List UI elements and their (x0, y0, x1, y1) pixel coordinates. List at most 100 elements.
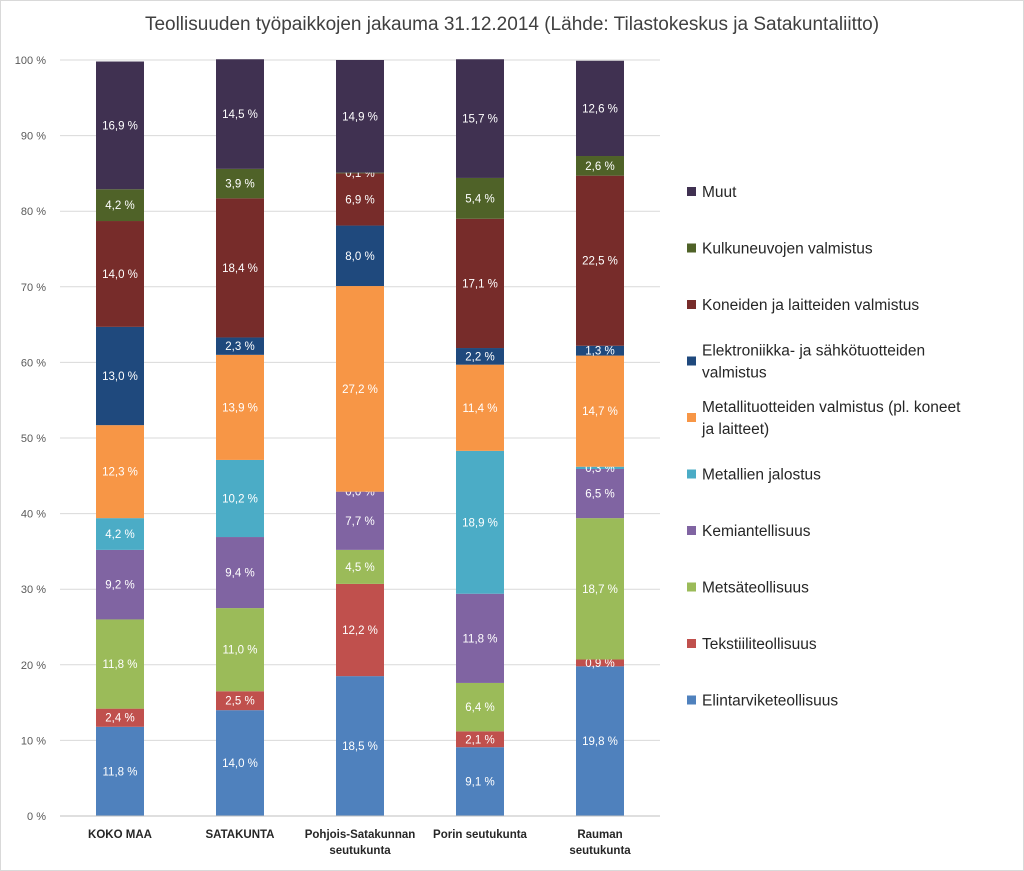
legend-label: Elektroniikka- ja sähkötuotteiden (702, 343, 925, 360)
bar-segment (216, 537, 264, 609)
legend-label: valmistus (702, 365, 767, 382)
data-label: 15,7 % (462, 114, 498, 126)
data-label: 5,4 % (465, 193, 494, 205)
data-label: 0,9 % (585, 658, 614, 670)
bar-segment (456, 364, 504, 451)
bar-segment (336, 286, 384, 492)
data-label: 2,4 % (105, 713, 134, 725)
data-label: 11,8 % (103, 659, 138, 671)
legend-swatch (687, 639, 696, 648)
data-label: 18,4 % (222, 263, 258, 275)
bar-segment (576, 355, 624, 467)
data-label: 13,0 % (102, 371, 138, 383)
data-label: 7,7 % (345, 516, 374, 528)
bar-segment (96, 221, 144, 327)
bar-segment (576, 518, 624, 660)
bar-segment (336, 549, 384, 584)
category-label: Pohjois-Satakunnan (305, 829, 416, 841)
data-label: 12,2 % (342, 625, 378, 637)
y-tick-label: 0 % (27, 811, 46, 823)
data-label: 2,2 % (465, 351, 494, 363)
legend-swatch (687, 300, 696, 309)
data-label: 6,9 % (345, 194, 374, 206)
data-label: 18,5 % (342, 741, 378, 753)
bar-segment (216, 337, 264, 355)
data-label: 3,9 % (225, 179, 254, 191)
bar-segment (576, 466, 624, 469)
legend-swatch (687, 187, 696, 196)
y-tick-label: 20 % (21, 660, 46, 672)
bar-segment (576, 156, 624, 176)
data-label: 11,4 % (463, 403, 498, 415)
bar-segment (96, 425, 144, 519)
bar-segment (96, 326, 144, 426)
bar-segment (216, 459, 264, 538)
bar-segment (336, 60, 384, 173)
y-tick-label: 80 % (21, 206, 46, 218)
bar-segment (456, 682, 504, 732)
legend-swatch (687, 413, 696, 422)
bar-segment (96, 708, 144, 727)
category-label: seutukunta (329, 845, 391, 857)
y-tick-label: 60 % (21, 357, 46, 369)
bar-segment (456, 177, 504, 219)
bar-segment (216, 168, 264, 199)
bar-segment (576, 666, 624, 816)
legend-label: Muut (702, 184, 737, 201)
legend-swatch (687, 469, 696, 479)
data-label: 14,9 % (342, 111, 378, 123)
bar-segment (96, 518, 144, 550)
data-label: 14,5 % (222, 109, 258, 121)
data-label: 2,3 % (225, 341, 254, 353)
y-tick-label: 50 % (21, 433, 46, 445)
data-label: 17,1 % (462, 278, 498, 290)
bar-segment (216, 354, 264, 460)
data-label: 14,7 % (582, 406, 618, 418)
data-label: 4,5 % (345, 562, 374, 574)
bar-segment (336, 491, 384, 550)
bar-segment (456, 348, 504, 365)
bar-segment (456, 731, 504, 748)
data-label: 6,4 % (465, 702, 494, 714)
y-tick-label: 90 % (21, 131, 46, 143)
bar-segment (96, 189, 144, 222)
bar-segment (96, 619, 144, 709)
bar-segment (456, 450, 504, 594)
bar-segment (216, 608, 264, 692)
data-label: 22,5 % (582, 256, 618, 268)
legend-swatch (687, 582, 696, 592)
data-label: 11,8 % (103, 766, 138, 778)
legend-label: Tekstiiliteollisuus (702, 636, 817, 653)
bar-segment (576, 659, 624, 667)
bar-segment (576, 468, 624, 519)
data-label: 12,3 % (102, 467, 138, 479)
category-label: SATAKUNTA (206, 829, 275, 841)
legend-label: Metallituotteiden valmistus (pl. koneet (702, 399, 961, 416)
data-label: 27,2 % (342, 384, 378, 396)
legend-swatch (687, 356, 696, 366)
bar-segment (216, 691, 264, 711)
data-label: 6,5 % (585, 489, 614, 501)
bar-segment (336, 172, 384, 174)
data-label: 8,0 % (345, 251, 374, 263)
category-label: seutukunta (569, 845, 631, 857)
data-label: 19,8 % (582, 736, 618, 748)
bar-segment (336, 676, 384, 816)
data-label: 13,9 % (222, 402, 258, 414)
bar-segment (576, 60, 624, 157)
legend-label: Koneiden ja laitteiden valmistus (702, 297, 919, 314)
data-label: 11,0 % (223, 645, 258, 657)
bar-segment (96, 61, 144, 190)
bar-segment (216, 59, 264, 169)
data-label: 9,1 % (465, 777, 494, 789)
data-label: 11,8 % (463, 633, 498, 645)
category-label: Rauman (577, 829, 622, 841)
data-label: 1,3 % (585, 346, 614, 358)
bar-segment (456, 747, 504, 816)
data-label: 12,6 % (582, 103, 618, 115)
legend-swatch (687, 243, 696, 253)
data-label: 14,0 % (222, 758, 258, 770)
legend-label: Metallien jalostus (702, 467, 821, 484)
